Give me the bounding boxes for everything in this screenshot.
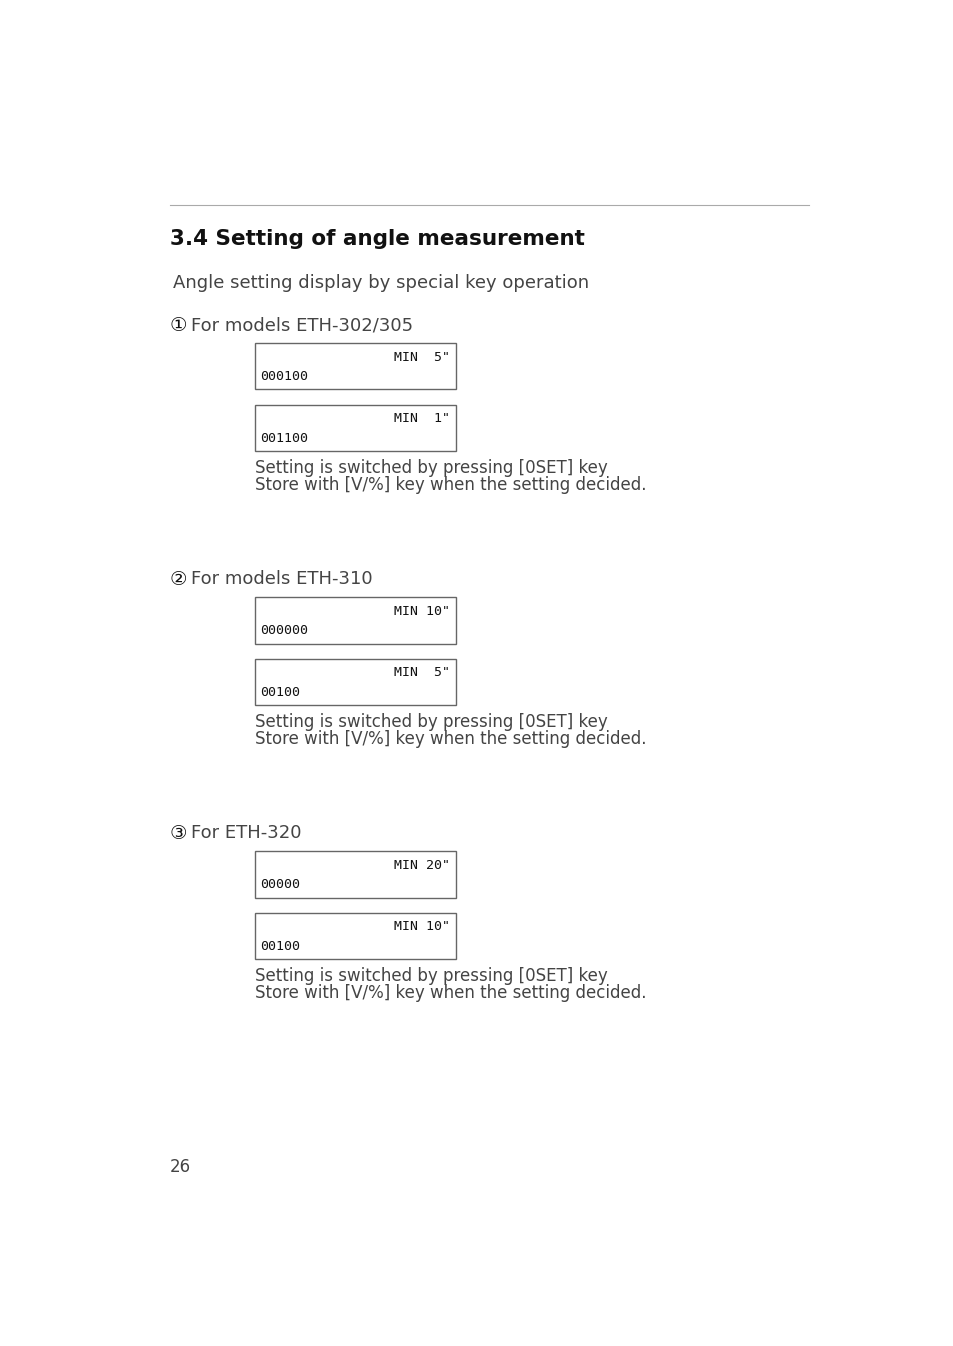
Text: Store with [V/%] key when the setting decided.: Store with [V/%] key when the setting de… bbox=[254, 984, 646, 1001]
Text: Store with [V/%] key when the setting decided.: Store with [V/%] key when the setting de… bbox=[254, 475, 646, 494]
Text: For ETH-320: For ETH-320 bbox=[192, 825, 301, 843]
Text: Setting is switched by pressing [0SET] key: Setting is switched by pressing [0SET] k… bbox=[254, 966, 607, 985]
Bar bbox=[254, 660, 456, 705]
Text: 00100: 00100 bbox=[260, 940, 300, 953]
Text: Setting is switched by pressing [0SET] key: Setting is switched by pressing [0SET] k… bbox=[254, 459, 607, 476]
Text: MIN 20": MIN 20" bbox=[394, 859, 450, 872]
Bar bbox=[254, 343, 456, 389]
Text: 00100: 00100 bbox=[260, 685, 300, 699]
Text: 000100: 000100 bbox=[260, 370, 308, 384]
Bar bbox=[254, 852, 456, 898]
Bar bbox=[254, 913, 456, 960]
Text: For models ETH-310: For models ETH-310 bbox=[192, 571, 373, 588]
Text: ①: ① bbox=[170, 316, 187, 335]
Text: Angle setting display by special key operation: Angle setting display by special key ope… bbox=[173, 275, 589, 292]
Text: Store with [V/%] key when the setting decided.: Store with [V/%] key when the setting de… bbox=[254, 730, 646, 748]
Text: MIN 10": MIN 10" bbox=[394, 921, 450, 933]
Text: MIN 10": MIN 10" bbox=[394, 604, 450, 618]
Text: MIN  1": MIN 1" bbox=[394, 412, 450, 425]
Bar bbox=[254, 405, 456, 451]
Text: For models ETH-302/305: For models ETH-302/305 bbox=[192, 316, 413, 334]
Text: ②: ② bbox=[170, 571, 187, 590]
Text: 001100: 001100 bbox=[260, 432, 308, 444]
Text: MIN  5": MIN 5" bbox=[394, 666, 450, 680]
Text: ③: ③ bbox=[170, 825, 187, 844]
Text: 26: 26 bbox=[170, 1159, 191, 1176]
Text: 00000: 00000 bbox=[260, 878, 300, 891]
Text: 3.4 Setting of angle measurement: 3.4 Setting of angle measurement bbox=[170, 229, 584, 249]
Text: MIN  5": MIN 5" bbox=[394, 350, 450, 363]
Text: 000000: 000000 bbox=[260, 625, 308, 637]
Bar bbox=[254, 598, 456, 643]
Text: Setting is switched by pressing [0SET] key: Setting is switched by pressing [0SET] k… bbox=[254, 713, 607, 731]
